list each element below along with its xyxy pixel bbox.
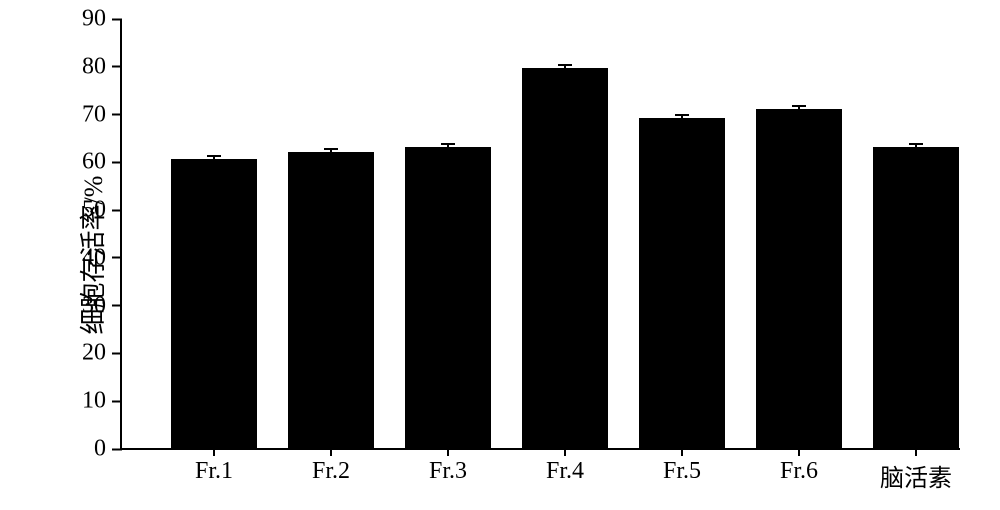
error-cap-bottom [675,120,689,122]
error-cap-bottom [792,111,806,113]
x-tick-mark [330,448,332,456]
bar [756,109,842,448]
y-tick-label: 50 [82,197,106,224]
x-tick-mark [564,448,566,456]
y-tick-mark [112,209,122,211]
y-tick-label: 90 [82,6,106,33]
y-tick-mark [112,161,122,163]
y-tick-mark [112,257,122,259]
y-tick: 90 [82,6,122,33]
x-tick-label: Fr.6 [780,458,818,485]
error-cap-top [558,64,572,66]
x-tick-label: Fr.2 [312,458,350,485]
y-tick-label: 40 [82,244,106,271]
bar [405,147,491,448]
x-tick-mark [681,448,683,456]
y-tick-mark [112,448,122,450]
bar [639,118,725,448]
y-tick: 30 [82,292,122,319]
y-tick-mark [112,305,122,307]
y-tick-mark [112,114,122,116]
bar [522,68,608,448]
bar-slot [639,18,725,448]
y-tick: 0 [94,436,122,463]
y-tick: 70 [82,101,122,128]
y-tick: 20 [82,340,122,367]
y-tick-label: 80 [82,53,106,80]
y-tick-mark [112,400,122,402]
bar-slot [171,18,257,448]
error-cap-top [441,143,455,145]
bar [873,147,959,448]
error-cap-top [207,155,221,157]
x-tick-label: Fr.4 [546,458,584,485]
y-tick-mark [112,18,122,20]
bar-slot [288,18,374,448]
x-tick-mark [915,448,917,456]
error-cap-bottom [909,149,923,151]
y-tick: 50 [82,197,122,224]
bar-slot [873,18,959,448]
y-tick: 80 [82,53,122,80]
y-tick-label: 60 [82,149,106,176]
y-tick: 40 [82,244,122,271]
y-tick-label: 70 [82,101,106,128]
bar-slot [405,18,491,448]
x-tick-label: 脑活素 [880,458,952,493]
x-tick-mark [798,448,800,456]
error-cap-bottom [441,149,455,151]
bar [288,152,374,448]
y-tick: 10 [82,388,122,415]
y-tick-label: 30 [82,292,106,319]
error-cap-top [792,105,806,107]
y-tick-label: 10 [82,388,106,415]
bar-slot [522,18,608,448]
y-tick-mark [112,352,122,354]
error-cap-top [909,143,923,145]
y-tick-mark [112,66,122,68]
x-tick-label: Fr.3 [429,458,467,485]
bar-chart: 细胞存活率/% 0102030405060708090Fr.1Fr.2Fr.3F… [0,0,1000,510]
error-cap-top [324,148,338,150]
plot-area: 0102030405060708090Fr.1Fr.2Fr.3Fr.4Fr.5F… [120,20,960,450]
error-cap-bottom [324,154,338,156]
error-cap-bottom [207,161,221,163]
x-tick-label: Fr.1 [195,458,233,485]
x-tick-mark [213,448,215,456]
bar [171,159,257,448]
y-tick: 60 [82,149,122,176]
y-tick-label: 20 [82,340,106,367]
bar-slot [756,18,842,448]
x-tick-mark [447,448,449,456]
y-tick-label: 0 [94,436,106,463]
error-cap-top [675,114,689,116]
x-tick-label: Fr.5 [663,458,701,485]
error-cap-bottom [558,71,572,73]
